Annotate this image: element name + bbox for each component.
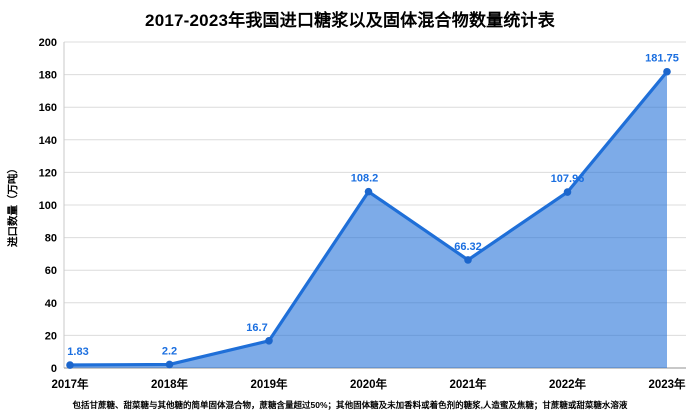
x-tick-label: 2018年 [151,377,189,391]
data-point [66,361,74,369]
y-axis-title: 进口数量（万吨） [6,163,19,247]
x-tick-label: 2023年 [648,377,686,391]
data-point [364,187,373,196]
y-tick-label: 200 [39,37,57,49]
data-point-label: 107.96 [551,173,585,185]
y-tick-label: 140 [39,135,57,147]
data-point-label: 66.32 [454,241,482,253]
y-tick-label: 20 [45,330,57,342]
chart-footnote: 包括甘蔗糖、甜菜糖与其他糖的简单固体混合物，蔗糖含量超过50%；其他固体糖及未加… [72,400,628,410]
data-point-label: 108.2 [351,173,379,185]
data-point-label: 16.7 [246,322,267,334]
y-tick-label: 180 [39,70,57,82]
y-tick-label: 120 [39,167,57,179]
y-tick-label: 60 [45,265,57,277]
area-fill [70,71,667,368]
data-point [464,256,472,264]
data-point-label: 1.83 [67,346,88,358]
x-tick-label: 2021年 [449,377,487,391]
x-tick-label: 2022年 [549,377,587,391]
chart-title: 2017-2023年我国进口糖浆以及固体混合物数量统计表 [145,11,555,30]
data-point [165,360,174,369]
y-tick-label: 40 [45,298,57,310]
area-chart: 0 20 40 60 80 100 120 140 160 180 200 进口数量（万吨） 1.83 2… [6,37,686,391]
data-point-label: 181.75 [645,53,679,65]
data-point-label: 2.2 [162,345,177,357]
y-tick-label: 160 [39,102,57,114]
y-tick-label: 100 [39,200,57,212]
x-tick-label: 2017年 [51,377,89,391]
data-point [265,336,273,345]
x-tick-label: 2020年 [350,377,388,391]
data-point [663,67,671,76]
data-point [563,188,572,196]
x-tick-label: 2019年 [250,377,288,391]
y-tick-label: 80 [45,233,57,245]
y-tick-label: 0 [51,363,57,375]
